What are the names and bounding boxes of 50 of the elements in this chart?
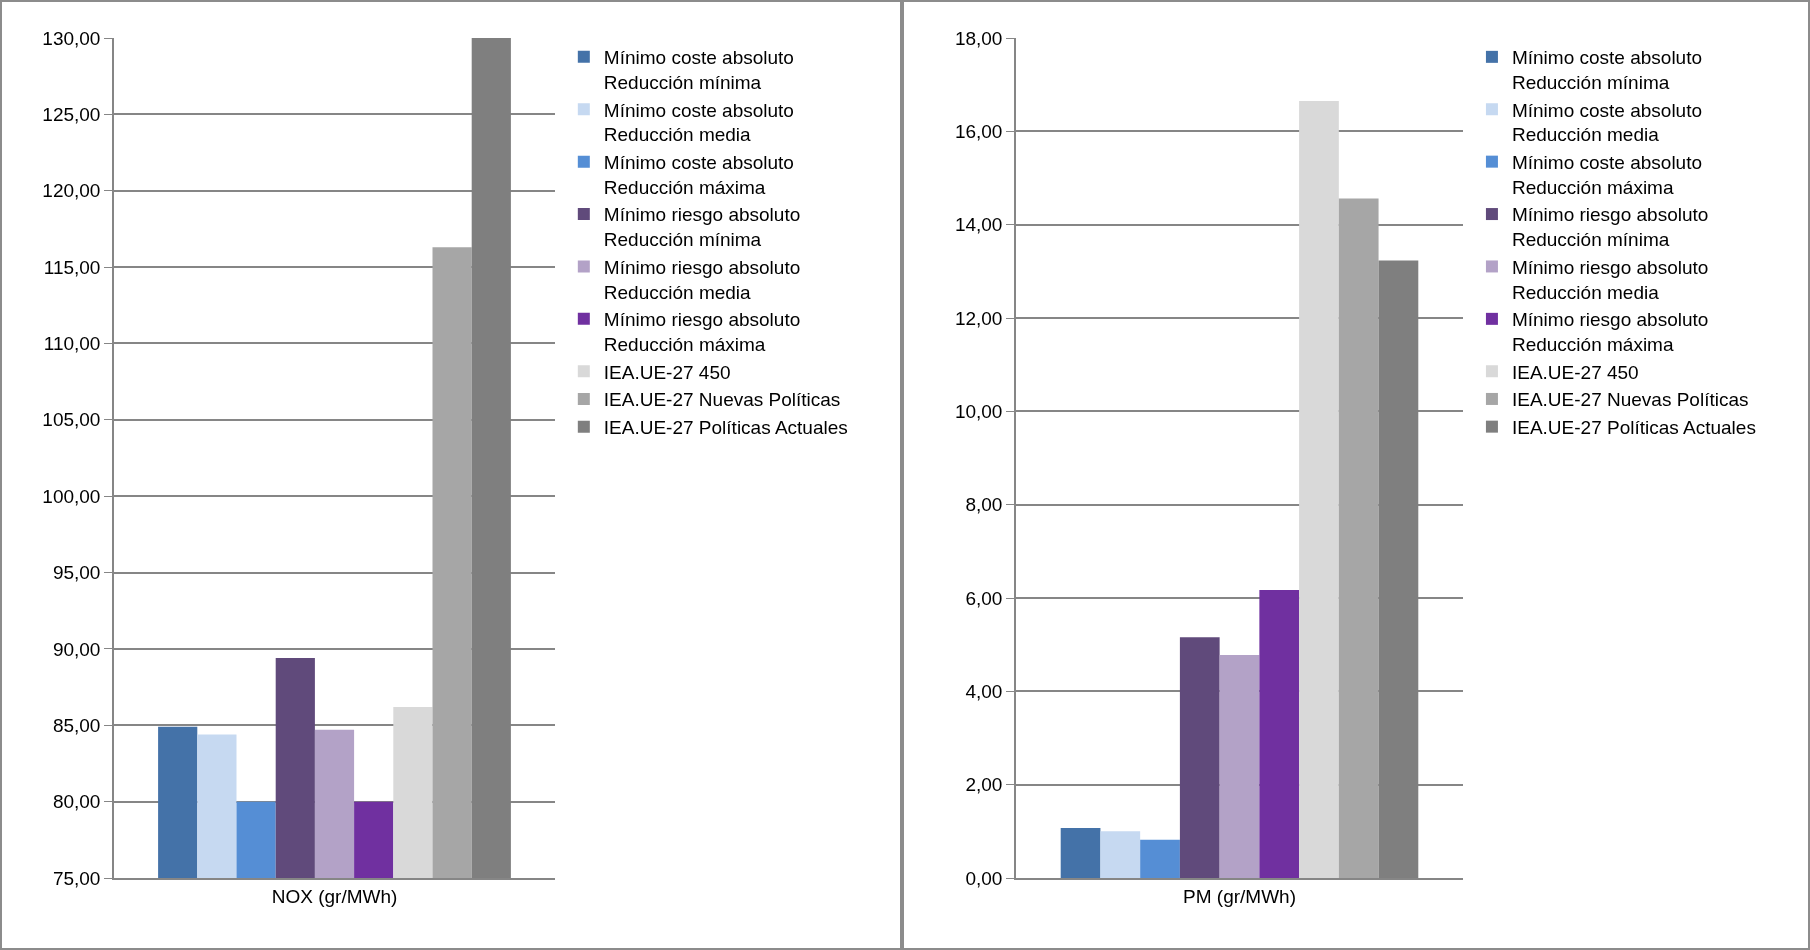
y-tick-label: 125,00	[42, 104, 101, 126]
legend-label: Mínimo coste absoluto Reducción mínima	[603, 47, 794, 93]
y-tick-label: 4,00	[965, 680, 1003, 702]
legend-label: IEA.UE-27 Políticas Actuales	[1511, 417, 1756, 439]
x-tick-label: NOX (gr/MWh)	[271, 885, 398, 907]
bar	[1140, 839, 1180, 878]
bar	[1259, 590, 1300, 878]
bar	[1299, 101, 1339, 878]
y-tick-label: 8,00	[965, 494, 1003, 516]
bar	[1060, 828, 1101, 878]
y-tick-label: 95,00	[52, 562, 101, 584]
y-tick-label: 85,00	[52, 714, 101, 736]
bar	[1179, 637, 1220, 878]
legend-label: Mínimo coste absoluto Reducción mínima	[1511, 47, 1703, 93]
y-tick-label: 110,00	[43, 333, 101, 355]
legend-label: Mínimo riesgo absoluto Reducción media	[1511, 256, 1709, 303]
legend-label: Mínimo coste absoluto Reducción máxima	[603, 152, 794, 198]
legend-label: Mínimo coste absoluto Reducción media	[603, 99, 794, 146]
legend-label: Mínimo coste absoluto Reducción máxima	[1511, 152, 1703, 198]
legend-label: IEA.UE-27 450	[603, 361, 731, 383]
legend-label: IEA.UE-27 Nuevas Políticas	[1511, 389, 1749, 411]
y-tick-label: 90,00	[52, 638, 101, 660]
y-tick-label: 2,00	[965, 774, 1003, 796]
legend-label: Mínimo riesgo absoluto Reducción máxima	[1511, 309, 1709, 355]
legend-label: Mínimo riesgo absoluto Reducción media	[603, 256, 801, 303]
y-tick-label: 12,00	[954, 307, 1003, 329]
y-tick-label: 80,00	[52, 791, 101, 813]
y-tick-label: 6,00	[965, 587, 1003, 609]
y-tick-label: 10,00	[954, 400, 1003, 422]
y-tick-label: 18,00	[954, 27, 1003, 49]
bar	[1100, 831, 1141, 878]
y-tick-label: 16,00	[954, 120, 1003, 142]
x-tick-label: PM (gr/MWh)	[1183, 885, 1296, 907]
y-tick-label: 0,00	[965, 867, 1003, 889]
y-tick-label: 120,00	[42, 180, 101, 202]
y-tick-label: 105,00	[42, 409, 101, 431]
bar	[1338, 198, 1379, 878]
legend-label: Mínimo riesgo absoluto Reducción mínima	[1511, 204, 1709, 251]
bar	[1219, 654, 1260, 878]
legend-label: Mínimo riesgo absoluto Reducción mínima	[603, 204, 801, 251]
y-tick-label: 75,00	[52, 867, 101, 889]
y-tick-label: 130,00	[42, 27, 101, 49]
legend-label: Mínimo riesgo absoluto Reducción máxima	[603, 309, 801, 355]
y-tick-label: 115,00	[43, 256, 101, 278]
legend-label: Mínimo coste absoluto Reducción media	[1511, 99, 1703, 146]
y-tick-label: 100,00	[42, 485, 101, 507]
legend-label: IEA.UE-27 Nuevas Políticas	[603, 389, 841, 411]
y-tick-label: 14,00	[954, 214, 1003, 236]
legend-label: IEA.UE-27 450	[1511, 361, 1639, 383]
legend-label: IEA.UE-27 Políticas Actuales	[603, 417, 848, 439]
